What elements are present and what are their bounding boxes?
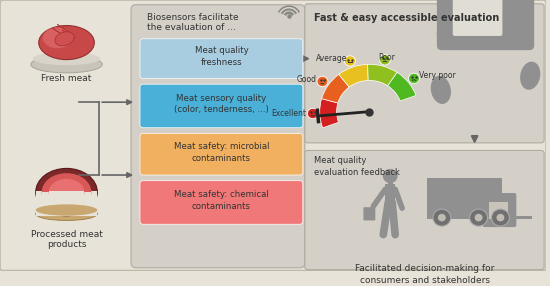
Circle shape: [383, 169, 398, 183]
Ellipse shape: [520, 61, 540, 90]
Circle shape: [497, 214, 504, 221]
FancyBboxPatch shape: [140, 133, 303, 175]
Bar: [48, 191, 84, 208]
Bar: [36, 191, 97, 216]
Text: Very poor: Very poor: [420, 72, 456, 80]
FancyBboxPatch shape: [364, 207, 375, 221]
Circle shape: [409, 73, 420, 84]
Text: Fresh meat: Fresh meat: [41, 74, 92, 83]
Ellipse shape: [33, 52, 100, 65]
FancyBboxPatch shape: [131, 5, 305, 268]
Text: Average: Average: [316, 54, 348, 63]
Ellipse shape: [36, 207, 97, 221]
FancyBboxPatch shape: [305, 4, 544, 143]
Bar: [385, 184, 395, 202]
Wedge shape: [367, 64, 397, 86]
Ellipse shape: [431, 76, 451, 104]
Ellipse shape: [31, 56, 102, 73]
Text: Meat quality
freshness: Meat quality freshness: [195, 46, 248, 67]
Ellipse shape: [453, 29, 463, 46]
Circle shape: [433, 209, 451, 226]
FancyBboxPatch shape: [482, 193, 516, 227]
Wedge shape: [322, 74, 349, 103]
Text: Processed meat
products: Processed meat products: [31, 230, 102, 249]
Text: Poor: Poor: [378, 53, 395, 61]
Bar: [42, 192, 91, 213]
Ellipse shape: [461, 25, 471, 43]
Text: Meat safety: chemical
contaminants: Meat safety: chemical contaminants: [174, 190, 269, 211]
Text: Meat sensory quality
(color, tenderness, ...): Meat sensory quality (color, tenderness,…: [174, 94, 269, 114]
Ellipse shape: [48, 179, 84, 205]
Text: Fast & easy accessible evaluation: Fast & easy accessible evaluation: [314, 13, 499, 23]
Circle shape: [317, 76, 328, 87]
Bar: [388, 178, 393, 185]
Bar: [427, 178, 502, 218]
Wedge shape: [339, 64, 368, 87]
FancyBboxPatch shape: [437, 0, 534, 50]
Text: Excellent: Excellent: [271, 109, 306, 118]
Ellipse shape: [55, 32, 74, 46]
Ellipse shape: [39, 25, 95, 59]
Text: the evaluation of ...: the evaluation of ...: [147, 23, 236, 32]
Text: Biosensors facilitate: Biosensors facilitate: [147, 13, 239, 22]
Circle shape: [438, 214, 446, 221]
Text: Meat safety: microbial
contaminants: Meat safety: microbial contaminants: [174, 142, 269, 163]
Ellipse shape: [36, 168, 97, 216]
FancyBboxPatch shape: [140, 181, 303, 224]
FancyBboxPatch shape: [453, 0, 502, 36]
FancyBboxPatch shape: [140, 39, 303, 79]
Wedge shape: [320, 99, 339, 128]
Ellipse shape: [36, 204, 97, 216]
Circle shape: [492, 209, 509, 226]
Bar: [488, 202, 508, 219]
Circle shape: [470, 209, 487, 226]
FancyBboxPatch shape: [0, 0, 546, 271]
FancyBboxPatch shape: [140, 84, 303, 128]
Ellipse shape: [445, 29, 455, 46]
Circle shape: [344, 56, 355, 66]
FancyBboxPatch shape: [305, 150, 544, 270]
Circle shape: [475, 214, 482, 221]
Ellipse shape: [43, 27, 73, 48]
Bar: [427, 216, 532, 219]
Circle shape: [379, 55, 390, 65]
Circle shape: [307, 108, 318, 119]
Wedge shape: [388, 72, 416, 101]
Text: Meat quality
evaluation feedback: Meat quality evaluation feedback: [314, 156, 400, 177]
Text: Good: Good: [296, 75, 317, 84]
Ellipse shape: [42, 173, 91, 211]
Text: Facilitated decision-making for
consumers and stakeholders: Facilitated decision-making for consumer…: [355, 264, 494, 285]
Ellipse shape: [437, 24, 447, 41]
